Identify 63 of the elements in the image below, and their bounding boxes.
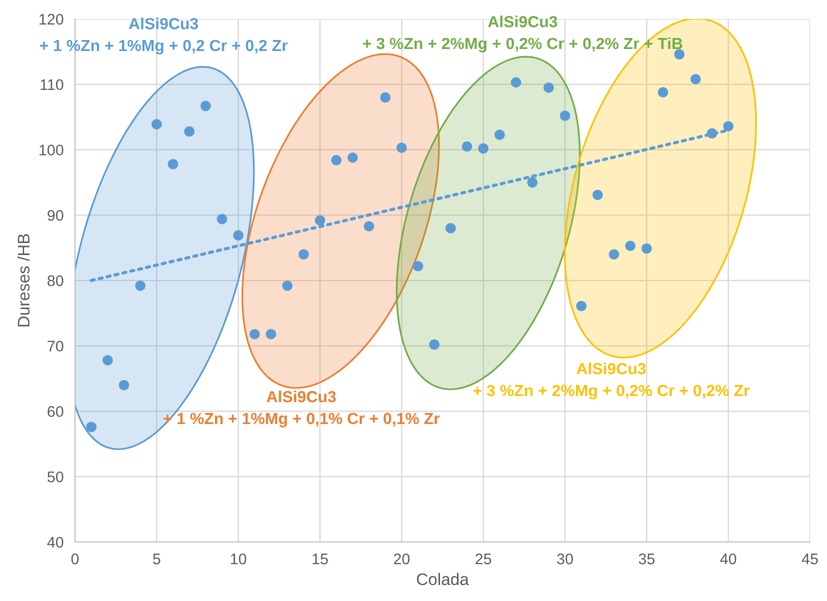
x-tick-label: 35	[638, 554, 655, 564]
point	[608, 249, 620, 260]
point	[544, 82, 554, 93]
y-tick-label: 50	[48, 471, 64, 482]
point	[216, 214, 228, 224]
point	[576, 300, 586, 312]
point	[429, 339, 440, 350]
point	[152, 119, 162, 130]
y-tick-label: 70	[48, 340, 64, 352]
point	[86, 422, 96, 432]
point	[478, 143, 488, 154]
x-tick-label: 5	[153, 554, 160, 564]
point	[364, 221, 374, 232]
x-tick-label: 0	[71, 554, 79, 564]
y-tick-label: 80	[48, 275, 64, 286]
point	[380, 92, 390, 103]
annotation: AlSi9Cu3 + 3 %Zn + 2%Mg + 0,2% Cr + 0,2% Zr	[473, 362, 750, 400]
point	[331, 155, 342, 166]
y-tick-label: 90	[48, 210, 64, 221]
point	[200, 100, 211, 112]
point	[184, 126, 194, 137]
y-tick-label: 40	[47, 536, 64, 548]
annotation: AlSi9Cu3 + 3 %Zn + 2%Mg + 0,2% Cr + 0,2% Zr + TiB	[363, 16, 682, 52]
x-tick-label: 45	[802, 554, 818, 564]
x-tick-label: 10	[231, 554, 246, 564]
point	[723, 121, 734, 132]
point	[396, 142, 407, 153]
point	[560, 110, 570, 121]
point	[592, 190, 603, 200]
x-tick-label: 40	[720, 554, 736, 564]
point	[348, 152, 358, 163]
point	[298, 249, 309, 260]
x-axis-title: Colada	[416, 572, 469, 586]
y-axis-title: Dureses /HB	[17, 234, 30, 326]
y-tick-label: 60	[48, 406, 64, 417]
y-tick-label: 100	[40, 144, 64, 156]
point	[168, 158, 178, 170]
point	[135, 280, 146, 291]
point	[462, 141, 472, 152]
point	[690, 74, 701, 84]
point	[233, 230, 244, 241]
point	[266, 328, 276, 340]
point	[625, 240, 636, 251]
point	[642, 243, 652, 254]
y-tick-label: 110	[40, 79, 64, 90]
x-tick-label: 20	[394, 554, 410, 564]
x-tick-label: 30	[557, 554, 573, 564]
point	[527, 177, 538, 188]
point	[674, 49, 684, 60]
x-tick-label: 25	[476, 554, 492, 564]
y-tick-label: 120	[40, 14, 64, 25]
point	[118, 380, 130, 390]
point	[658, 87, 668, 98]
point	[510, 77, 522, 88]
point	[314, 215, 326, 226]
point	[412, 260, 424, 272]
point	[446, 223, 456, 234]
point	[494, 130, 505, 140]
point	[250, 328, 260, 340]
x-tick-label: 15	[312, 554, 328, 564]
point	[706, 128, 718, 139]
point	[282, 280, 292, 291]
point	[102, 355, 113, 366]
